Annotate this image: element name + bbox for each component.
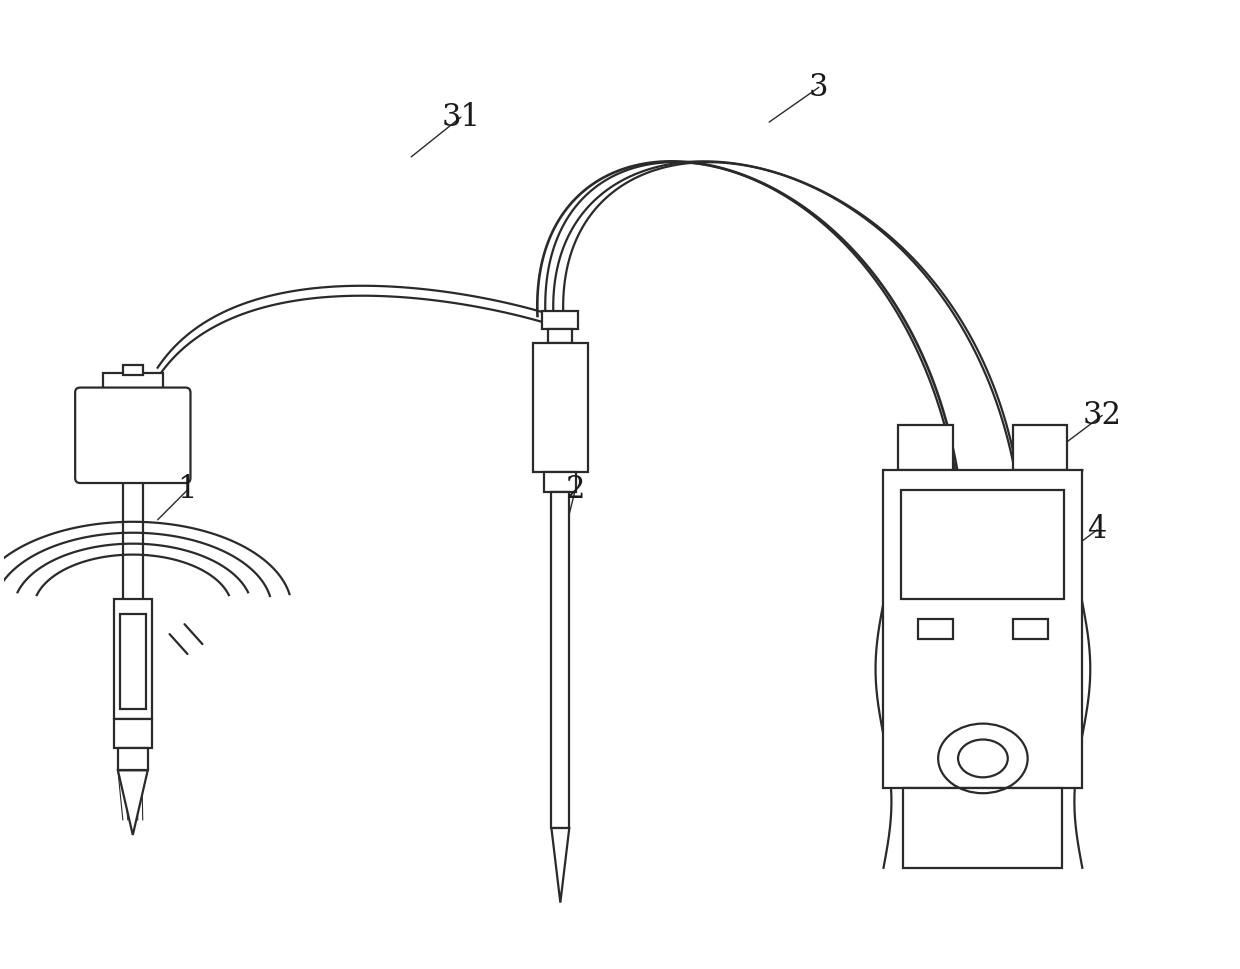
- Bar: [114, 600, 151, 719]
- FancyBboxPatch shape: [76, 388, 191, 483]
- Bar: [120, 614, 146, 708]
- Bar: [114, 719, 151, 748]
- Bar: [901, 490, 1064, 600]
- Bar: [123, 364, 143, 375]
- Bar: [118, 748, 148, 770]
- Text: 2: 2: [565, 475, 585, 506]
- Bar: [542, 311, 578, 328]
- Bar: [552, 492, 569, 828]
- Bar: [544, 472, 577, 492]
- Bar: [533, 343, 588, 472]
- Bar: [103, 373, 162, 391]
- Text: 4: 4: [1087, 515, 1107, 546]
- Bar: [548, 328, 573, 343]
- Polygon shape: [552, 828, 569, 902]
- Text: 31: 31: [441, 102, 480, 133]
- Text: 1: 1: [177, 475, 197, 506]
- Bar: [1013, 425, 1068, 470]
- Bar: [78, 391, 187, 480]
- Polygon shape: [118, 770, 148, 835]
- Bar: [1013, 619, 1048, 640]
- Bar: [899, 425, 954, 470]
- Text: 32: 32: [1083, 400, 1122, 431]
- Text: 3: 3: [810, 72, 828, 103]
- Bar: [919, 619, 954, 640]
- Bar: [904, 788, 1063, 868]
- Bar: [883, 470, 1083, 788]
